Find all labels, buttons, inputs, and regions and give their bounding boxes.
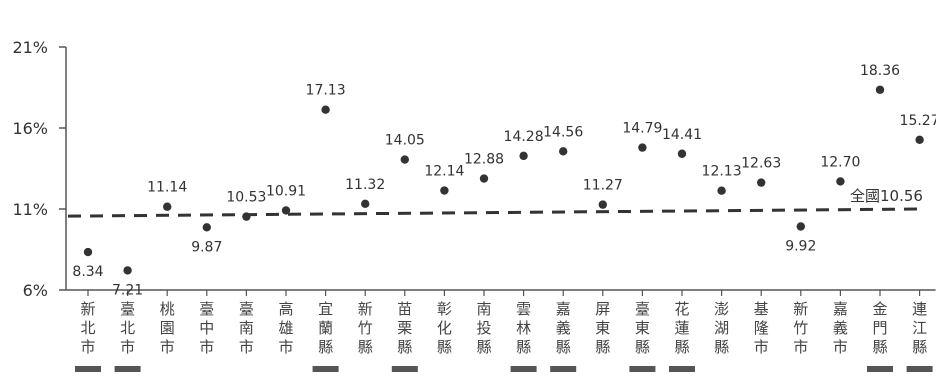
data-label: 12.14 bbox=[424, 164, 464, 180]
data-point bbox=[361, 199, 370, 209]
category-label: 澎湖縣 bbox=[714, 300, 729, 356]
data-point bbox=[717, 186, 726, 195]
data-point bbox=[796, 222, 805, 231]
data-point bbox=[400, 155, 409, 164]
category-underline bbox=[550, 366, 577, 372]
category-label: 連江縣 bbox=[912, 300, 927, 356]
data-label: 15.27 bbox=[900, 113, 936, 129]
data-label: 14.28 bbox=[504, 129, 544, 145]
category-label: 臺北市 bbox=[120, 300, 135, 356]
category-label: 基隆市 bbox=[754, 300, 769, 356]
data-label: 11.32 bbox=[345, 177, 385, 193]
category-underline bbox=[629, 366, 656, 372]
data-point bbox=[163, 202, 172, 211]
category-underline bbox=[312, 366, 339, 372]
data-point bbox=[83, 247, 93, 257]
category-label: 新北市 bbox=[80, 300, 95, 356]
category-label: 彰化縣 bbox=[437, 300, 452, 356]
category-label: 新竹縣 bbox=[358, 300, 373, 356]
category-label: 南投縣 bbox=[476, 300, 491, 356]
category-underline bbox=[114, 366, 141, 372]
category-underline bbox=[75, 366, 101, 372]
category-label: 新竹市 bbox=[793, 300, 808, 356]
reference-label: 全國10.56 bbox=[850, 187, 923, 205]
category-label: 嘉義縣 bbox=[556, 300, 571, 356]
category-label: 金門縣 bbox=[872, 300, 887, 356]
category-underline bbox=[906, 366, 933, 372]
data-point bbox=[915, 135, 924, 145]
category-label: 臺中市 bbox=[199, 300, 214, 356]
data-point bbox=[321, 105, 330, 114]
data-point bbox=[598, 200, 607, 209]
data-point bbox=[677, 149, 687, 158]
category-underline bbox=[391, 366, 418, 372]
category-underline bbox=[867, 366, 893, 372]
data-label: 14.05 bbox=[385, 133, 425, 149]
data-label: 11.14 bbox=[147, 180, 187, 196]
data-label: 9.87 bbox=[191, 239, 222, 255]
data-point bbox=[440, 186, 449, 195]
data-point bbox=[638, 143, 647, 152]
data-point bbox=[202, 223, 211, 232]
data-label: 12.70 bbox=[820, 154, 860, 170]
data-label: 10.91 bbox=[266, 183, 306, 199]
category-underline bbox=[669, 366, 695, 372]
data-label: 18.36 bbox=[860, 63, 900, 79]
data-point bbox=[479, 174, 489, 183]
data-label: 14.41 bbox=[662, 127, 702, 143]
data-label: 11.27 bbox=[583, 178, 623, 194]
category-label: 雲林縣 bbox=[516, 300, 531, 356]
y-tick-label: 11% bbox=[12, 200, 48, 219]
category-label: 宜蘭縣 bbox=[318, 300, 333, 356]
data-point bbox=[242, 212, 251, 221]
reference-line bbox=[67, 207, 924, 218]
data-label: 8.34 bbox=[72, 264, 103, 280]
data-label: 10.53 bbox=[226, 190, 266, 206]
data-label: 9.92 bbox=[785, 238, 816, 254]
data-point bbox=[836, 177, 845, 186]
category-label: 屏東縣 bbox=[595, 300, 610, 356]
category-label: 臺南市 bbox=[239, 300, 254, 356]
data-label: 12.88 bbox=[464, 152, 504, 168]
category-label: 花蓮縣 bbox=[674, 300, 689, 356]
category-label: 苗栗縣 bbox=[397, 300, 412, 356]
category-label: 桃園市 bbox=[160, 300, 175, 356]
data-label: 14.79 bbox=[622, 121, 662, 137]
category-label: 高雄市 bbox=[278, 300, 293, 356]
data-label: 12.13 bbox=[702, 164, 742, 180]
y-tick-label: 21% bbox=[12, 38, 48, 57]
category-underline bbox=[510, 366, 537, 372]
data-label: 14.56 bbox=[543, 124, 583, 140]
category-label: 臺東縣 bbox=[635, 300, 650, 356]
y-tick-label: 6% bbox=[23, 281, 48, 300]
data-point bbox=[281, 206, 291, 215]
data-point bbox=[757, 178, 766, 187]
data-label: 17.13 bbox=[306, 83, 346, 99]
y-tick-label: 16% bbox=[12, 119, 48, 138]
data-point bbox=[875, 85, 885, 94]
data-point bbox=[519, 151, 528, 161]
data-label: 12.63 bbox=[741, 156, 781, 172]
data-point bbox=[123, 266, 132, 275]
data-point bbox=[559, 147, 568, 156]
data-label: 7.21 bbox=[112, 282, 143, 298]
category-label: 嘉義市 bbox=[833, 300, 848, 356]
